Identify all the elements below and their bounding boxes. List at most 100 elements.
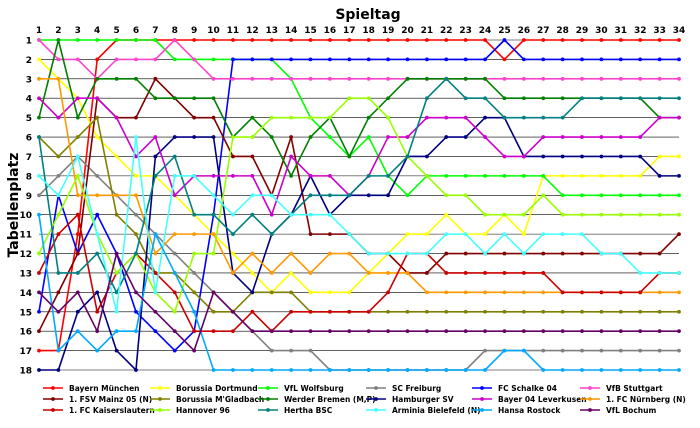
data-point xyxy=(657,329,662,334)
data-point xyxy=(56,348,61,353)
legend-entry: Werder Bremen (M,P) xyxy=(258,395,376,404)
x-tick-label: 25 xyxy=(498,26,511,36)
data-point xyxy=(386,57,390,62)
data-point xyxy=(153,271,158,275)
data-point xyxy=(483,309,487,314)
data-point xyxy=(599,173,604,178)
data-point xyxy=(75,154,80,159)
data-point xyxy=(580,193,584,198)
data-point xyxy=(134,212,138,217)
data-point xyxy=(386,251,390,256)
data-point xyxy=(405,232,410,237)
data-point xyxy=(75,173,80,178)
y-tick-label: 5 xyxy=(26,114,32,124)
data-point xyxy=(37,115,41,120)
data-point xyxy=(37,76,41,81)
data-point xyxy=(211,115,216,120)
data-point xyxy=(444,290,449,295)
data-point xyxy=(580,57,584,62)
data-point xyxy=(211,193,216,198)
x-tick-label: 5 xyxy=(113,26,119,36)
data-point xyxy=(657,96,662,101)
data-point xyxy=(521,232,526,237)
data-point xyxy=(289,368,294,372)
data-point xyxy=(541,348,546,353)
data-point xyxy=(231,232,235,237)
data-point xyxy=(328,173,332,178)
data-point xyxy=(424,309,429,314)
data-point xyxy=(231,309,235,314)
data-point xyxy=(677,57,681,62)
series-line xyxy=(38,39,679,352)
data-point xyxy=(37,96,41,101)
data-point xyxy=(37,173,41,178)
series-line xyxy=(38,39,679,177)
data-point xyxy=(560,212,565,217)
data-point xyxy=(269,348,274,353)
data-point xyxy=(502,271,507,275)
y-tick-label: 9 xyxy=(26,192,32,202)
data-point xyxy=(192,329,197,334)
legend-label: Arminia Bielefeld (N) xyxy=(392,406,481,415)
data-point xyxy=(677,154,681,159)
data-point xyxy=(444,115,449,120)
data-point xyxy=(211,96,216,101)
data-point xyxy=(153,329,158,334)
data-point xyxy=(95,115,100,120)
data-point xyxy=(657,368,662,372)
data-point xyxy=(211,173,216,178)
data-point xyxy=(231,251,235,256)
data-point xyxy=(172,271,177,275)
data-point xyxy=(502,212,507,217)
data-point xyxy=(289,271,294,275)
data-point xyxy=(541,271,546,275)
data-point xyxy=(134,309,138,314)
data-point xyxy=(37,251,41,256)
data-point xyxy=(231,135,235,139)
data-point xyxy=(192,96,197,101)
x-tick-label: 9 xyxy=(191,26,197,36)
legend-marker xyxy=(374,397,378,401)
data-point xyxy=(483,251,487,256)
data-point xyxy=(95,173,100,178)
data-point xyxy=(289,309,294,314)
data-point xyxy=(580,154,584,159)
data-point xyxy=(580,96,584,101)
data-point xyxy=(250,135,255,139)
legend-entry: Arminia Bielefeld (N) xyxy=(366,406,481,415)
data-point xyxy=(114,154,119,159)
data-point xyxy=(347,329,352,334)
data-point xyxy=(677,271,681,275)
data-point xyxy=(114,115,119,120)
x-tick-label: 11 xyxy=(227,26,240,36)
data-point xyxy=(424,38,429,42)
data-point xyxy=(483,368,487,372)
data-point xyxy=(502,57,507,62)
data-point xyxy=(211,212,216,217)
data-point xyxy=(347,96,352,101)
legend-marker xyxy=(158,397,162,401)
data-point xyxy=(172,193,177,198)
data-point xyxy=(172,135,177,139)
data-point xyxy=(444,76,449,81)
legend-label: 1. FC Kaiserslautern xyxy=(69,406,155,415)
data-point xyxy=(677,368,681,372)
data-point xyxy=(638,329,643,334)
data-point xyxy=(560,57,565,62)
y-tick-label: 17 xyxy=(19,347,32,357)
legend-entry: Hamburger SV xyxy=(366,395,454,404)
data-point xyxy=(308,329,313,334)
legend-entry: SC Freiburg xyxy=(366,384,441,393)
data-point xyxy=(541,154,546,159)
legend-marker xyxy=(588,408,592,412)
data-point xyxy=(386,271,390,275)
x-tick-label: 1 xyxy=(36,26,42,36)
data-point xyxy=(599,57,604,62)
data-point xyxy=(521,348,526,353)
data-point xyxy=(56,290,61,295)
data-point xyxy=(250,193,255,198)
data-point xyxy=(134,329,138,334)
legend-entry: Hannover 96 xyxy=(150,406,230,415)
data-point xyxy=(250,368,255,372)
